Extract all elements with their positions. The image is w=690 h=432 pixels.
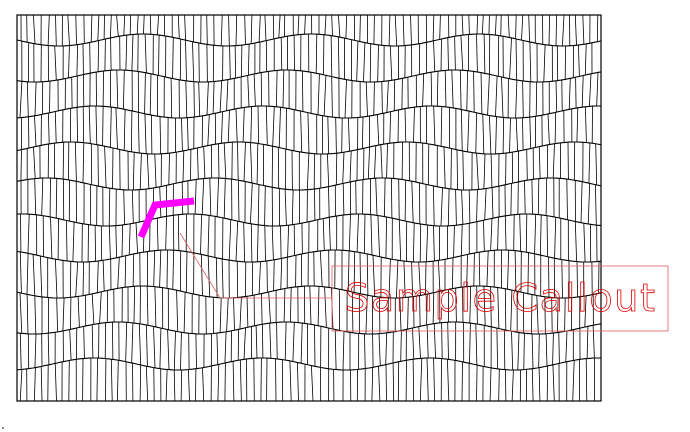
brick-joints	[19, 285, 594, 335]
course-line	[16, 357, 601, 371]
brick-joints	[19, 69, 599, 119]
callout-label: Sample Callout	[345, 276, 655, 320]
dot	[2, 427, 4, 429]
course-line	[16, 69, 602, 83]
course-line	[16, 177, 602, 191]
course-line	[16, 285, 602, 299]
brick-joints	[20, 213, 598, 263]
brick-joints	[20, 141, 598, 191]
course-line	[16, 321, 602, 335]
brick-joints	[19, 321, 595, 371]
leader-line	[179, 232, 332, 299]
border	[16, 14, 602, 402]
hatch-pattern	[16, 14, 602, 402]
brick-joints	[19, 249, 600, 299]
brick-joints	[19, 357, 595, 402]
brick-joints	[20, 177, 597, 227]
course-line	[16, 105, 601, 119]
brick-joints	[21, 33, 593, 83]
brick-joints	[21, 105, 593, 155]
callout-box	[331, 265, 669, 332]
highlight-shape	[137, 197, 195, 239]
brick-joints	[20, 14, 599, 47]
